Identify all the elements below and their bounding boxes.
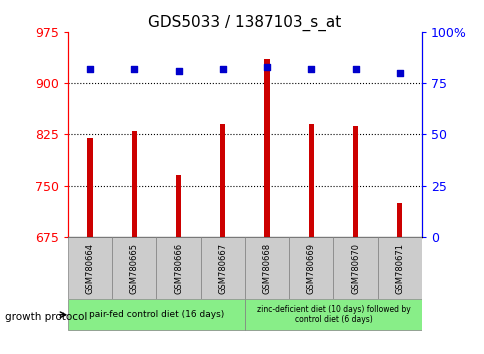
Text: zinc-deficient diet (10 days) followed by
control diet (6 days): zinc-deficient diet (10 days) followed b… xyxy=(256,305,409,325)
Text: growth protocol: growth protocol xyxy=(5,312,87,322)
Bar xyxy=(288,237,333,299)
Bar xyxy=(87,138,92,237)
Point xyxy=(174,68,182,74)
Bar xyxy=(131,131,136,237)
Text: GSM780664: GSM780664 xyxy=(85,242,94,294)
Text: GSM780669: GSM780669 xyxy=(306,242,315,294)
Point xyxy=(130,66,138,72)
Bar xyxy=(264,59,269,237)
Text: pair-fed control diet (16 days): pair-fed control diet (16 days) xyxy=(89,310,224,319)
Bar xyxy=(156,237,200,299)
Bar xyxy=(308,124,313,237)
Text: GSM780665: GSM780665 xyxy=(130,242,138,294)
Text: GSM780670: GSM780670 xyxy=(350,242,359,294)
Bar xyxy=(244,299,421,330)
Point xyxy=(86,66,94,72)
Bar xyxy=(352,126,358,237)
Title: GDS5033 / 1387103_s_at: GDS5033 / 1387103_s_at xyxy=(148,14,341,30)
Text: GSM780668: GSM780668 xyxy=(262,242,271,294)
Bar xyxy=(176,176,181,237)
Text: GSM780666: GSM780666 xyxy=(174,242,182,294)
Bar xyxy=(112,237,156,299)
Bar xyxy=(244,237,288,299)
Point xyxy=(307,66,315,72)
Bar xyxy=(396,203,402,237)
Point xyxy=(351,66,359,72)
Point xyxy=(395,70,403,76)
Bar xyxy=(220,124,225,237)
Bar xyxy=(68,299,244,330)
Point xyxy=(218,66,226,72)
Bar xyxy=(68,237,112,299)
Bar xyxy=(377,237,421,299)
Bar xyxy=(200,237,244,299)
Bar xyxy=(333,237,377,299)
Point xyxy=(263,64,271,70)
Text: GSM780667: GSM780667 xyxy=(218,242,227,294)
Text: GSM780671: GSM780671 xyxy=(394,242,404,294)
